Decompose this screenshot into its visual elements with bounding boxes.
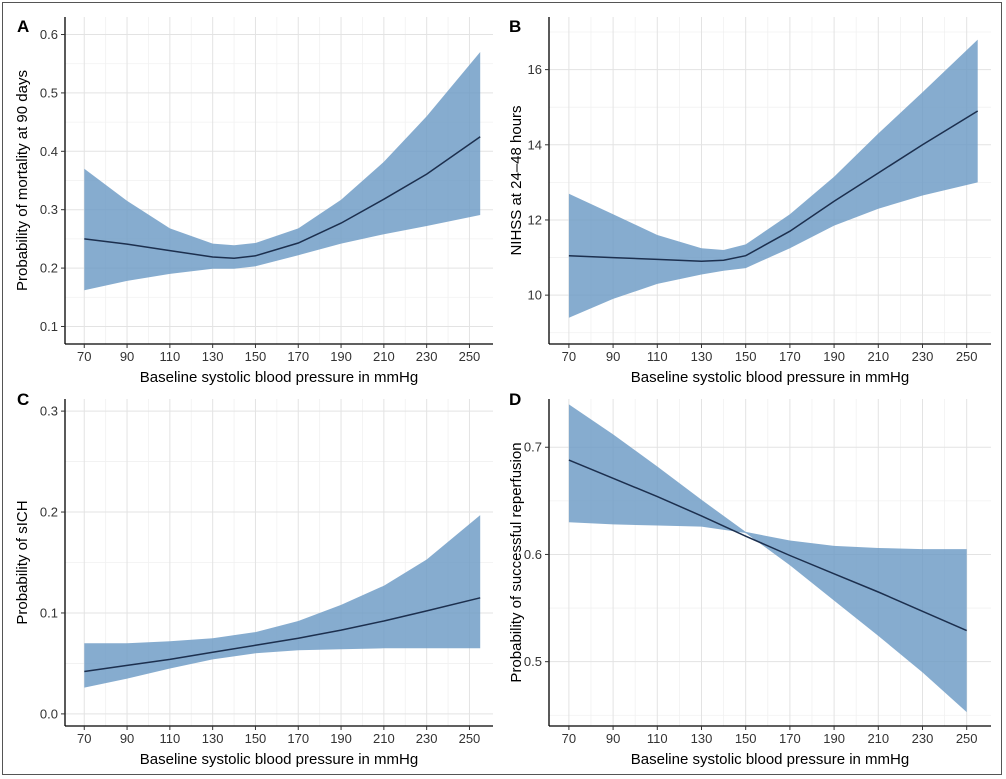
x-tick-label: 230 — [912, 731, 934, 746]
x-tick-label: 90 — [606, 731, 620, 746]
x-tick-label: 130 — [202, 349, 224, 364]
panel-b: 70 90 110 130 150 170 190 210 230 250 10 12 14 16 Base… — [508, 17, 991, 386]
panel-a: 70 90 110 130 150 170 190 210 230 250 0.1 0.2 0.3 0.4… — [14, 17, 493, 386]
x-axis-title: Baseline systolic blood pressure in mmHg — [631, 369, 909, 386]
y-tick-label: 0.1 — [40, 605, 58, 620]
y-tick-label: 0.2 — [40, 261, 58, 276]
x-tick-label: 170 — [779, 731, 801, 746]
confidence-band — [568, 39, 978, 318]
y-axis-title: Probability of mortality at 90 days — [14, 70, 31, 291]
x-tick-label: 230 — [416, 731, 438, 746]
y-tick-label: 0.6 — [40, 27, 58, 42]
x-tick-label: 210 — [867, 349, 889, 364]
x-tick-label: 210 — [373, 349, 395, 364]
y-tick-label: 12 — [528, 212, 542, 227]
fit-line — [84, 597, 481, 673]
y-tick-label: 10 — [528, 288, 542, 303]
x-tick-label: 130 — [691, 349, 713, 364]
y-tick-label: 0.1 — [40, 319, 58, 334]
x-tick-label: 210 — [373, 731, 395, 746]
y-tick-label: 0.3 — [40, 404, 58, 419]
x-tick-label: 150 — [735, 731, 757, 746]
x-tick-label: 150 — [245, 349, 267, 364]
x-tick-label: 170 — [287, 349, 309, 364]
x-axis-title: Baseline systolic blood pressure in mmHg — [140, 369, 418, 386]
x-tick-label: 110 — [647, 731, 668, 746]
y-tick-label: 0.2 — [40, 505, 58, 520]
x-tick-label: 130 — [691, 731, 713, 746]
y-tick-label: 0.5 — [524, 654, 542, 669]
fit-line — [568, 459, 968, 632]
panel-c: 70 90 110 130 150 170 190 210 230 250 0.0 0.1 0.2 0.3… — [14, 390, 493, 768]
confidence-band — [84, 52, 481, 291]
x-tick-label: 70 — [77, 349, 91, 364]
y-tick-label: 0.6 — [524, 547, 542, 562]
x-tick-label: 90 — [606, 349, 620, 364]
panel-label: D — [509, 390, 521, 409]
y-tick-label: 0.0 — [40, 706, 58, 721]
confidence-band — [568, 404, 967, 713]
x-tick-label: 150 — [735, 349, 757, 364]
x-tick-label: 150 — [245, 731, 267, 746]
figure-canvas: 70 90 110 130 150 170 190 210 230 250 0.1 0.2 0.3 0.4… — [14, 17, 991, 768]
x-tick-label: 70 — [77, 731, 91, 746]
x-tick-label: 170 — [779, 349, 801, 364]
x-tick-label: 250 — [956, 731, 978, 746]
panel-d: 70 90 110 130 150 170 190 210 230 250 0.5 0.6 0.7 Bas… — [508, 390, 991, 768]
panel-label: B — [509, 17, 521, 36]
x-tick-label: 210 — [867, 731, 889, 746]
fit-line — [568, 110, 979, 263]
x-axis-title: Baseline systolic blood pressure in mmHg — [140, 751, 418, 768]
y-tick-label: 14 — [528, 137, 542, 152]
y-axis-title: Probability of sICH — [14, 500, 31, 624]
x-tick-label: 110 — [159, 349, 180, 364]
x-tick-label: 70 — [562, 731, 576, 746]
x-tick-label: 130 — [202, 731, 224, 746]
x-tick-label: 190 — [823, 349, 845, 364]
y-tick-label: 16 — [528, 62, 542, 77]
y-tick-label: 0.3 — [40, 202, 58, 217]
x-tick-label: 190 — [330, 349, 352, 364]
x-tick-label: 110 — [159, 731, 180, 746]
x-tick-label: 190 — [330, 731, 352, 746]
x-tick-label: 190 — [823, 731, 845, 746]
x-tick-label: 230 — [416, 349, 438, 364]
panel-label: A — [17, 17, 29, 36]
x-tick-label: 110 — [647, 349, 668, 364]
x-tick-label: 90 — [120, 349, 134, 364]
x-tick-label: 250 — [459, 349, 481, 364]
confidence-band — [84, 515, 481, 688]
y-tick-label: 0.7 — [524, 440, 542, 455]
y-tick-label: 0.5 — [40, 85, 58, 100]
x-tick-label: 90 — [120, 731, 134, 746]
x-axis-title: Baseline systolic blood pressure in mmHg — [631, 751, 909, 768]
y-tick-label: 0.4 — [40, 144, 58, 159]
x-tick-label: 230 — [912, 349, 934, 364]
y-axis-title: Probability of successful reperfusion — [508, 442, 525, 682]
x-tick-label: 250 — [956, 349, 978, 364]
y-axis-title: NIHSS at 24–48 hours — [508, 105, 525, 255]
panel-label: C — [17, 390, 29, 409]
x-tick-label: 170 — [287, 731, 309, 746]
x-tick-label: 70 — [562, 349, 576, 364]
x-tick-label: 250 — [459, 731, 481, 746]
fit-line — [84, 136, 481, 259]
